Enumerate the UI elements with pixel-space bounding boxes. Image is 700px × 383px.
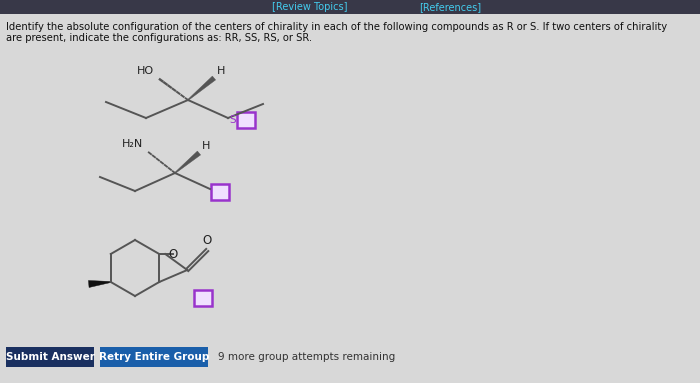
Polygon shape (188, 76, 216, 100)
FancyBboxPatch shape (211, 184, 229, 200)
Text: H: H (202, 141, 211, 151)
Text: O: O (168, 247, 178, 260)
FancyBboxPatch shape (0, 0, 700, 14)
FancyBboxPatch shape (6, 347, 94, 367)
Polygon shape (88, 280, 111, 288)
Text: Identify the absolute configuration of the centers of chirality in each of the f: Identify the absolute configuration of t… (6, 22, 667, 32)
Text: [References]: [References] (419, 2, 481, 12)
Text: Submit Answer: Submit Answer (6, 352, 94, 362)
Text: S: S (230, 115, 236, 125)
Text: are present, indicate the configurations as: RR, SS, RS, or SR.: are present, indicate the configurations… (6, 33, 312, 43)
Text: Retry Entire Group: Retry Entire Group (99, 352, 209, 362)
FancyBboxPatch shape (237, 112, 255, 128)
Polygon shape (175, 151, 201, 173)
Text: O: O (202, 234, 212, 247)
Text: [Review Topics]: [Review Topics] (272, 2, 348, 12)
Text: HO: HO (137, 66, 154, 76)
FancyBboxPatch shape (100, 347, 208, 367)
Text: H₂N: H₂N (122, 139, 143, 149)
Text: 9 more group attempts remaining: 9 more group attempts remaining (218, 352, 395, 362)
Text: H: H (217, 66, 225, 76)
FancyBboxPatch shape (194, 290, 212, 306)
